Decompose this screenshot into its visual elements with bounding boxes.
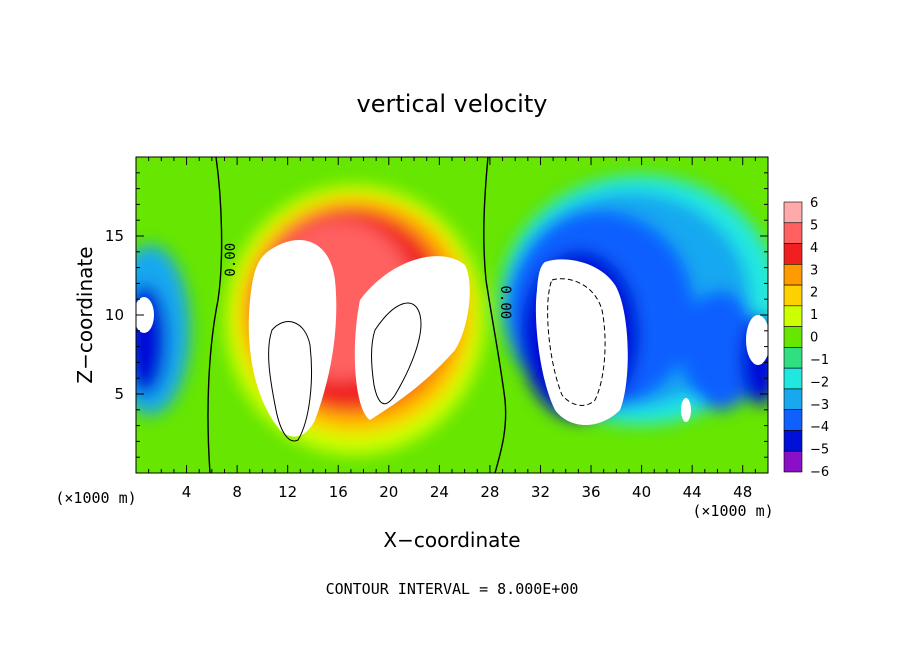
x-tick-label: 32 — [531, 483, 550, 501]
colorbar-label: 2 — [810, 286, 818, 301]
colorbar-label: −3 — [810, 398, 829, 413]
colorbar-swatch — [783, 326, 803, 348]
x-tick-label: 4 — [182, 483, 192, 501]
x-unit-right: (×1000 m) — [692, 502, 773, 520]
colorbar-label: 4 — [810, 241, 818, 256]
colorbar-swatch — [783, 409, 803, 431]
colorbar-label: 3 — [810, 263, 818, 278]
colorbar-swatch — [783, 305, 803, 327]
contour-interval-footer: CONTOUR INTERVAL = 8.000E+00 — [326, 580, 579, 598]
colorbar-swatch — [783, 201, 803, 224]
colorbar-label: 5 — [810, 218, 818, 233]
y-tick-label: 5 — [114, 385, 124, 403]
y-axis-label: Z−coordinate — [73, 246, 97, 383]
x-tick-label: 48 — [733, 483, 752, 501]
x-axis-label: X−coordinate — [383, 528, 520, 552]
x-tick-label: 24 — [430, 483, 449, 501]
colorbar: 6 5 4 3 2 1 0 −1 −2 −3 −4 −5 −6 — [783, 196, 829, 480]
colorbar-swatch — [783, 430, 803, 452]
x-tick-label: 28 — [480, 483, 499, 501]
colorbar-swatch — [783, 388, 803, 410]
colorbar-label: 6 — [810, 196, 818, 211]
colorbar-swatch — [783, 347, 803, 369]
contour-label: 0.00 — [497, 286, 513, 320]
x-tick-label: 40 — [632, 483, 651, 501]
x-tick-label: 16 — [329, 483, 348, 501]
colorbar-swatch — [783, 450, 803, 473]
plot-area — [136, 157, 768, 473]
colorbar-label: −5 — [810, 443, 829, 458]
x-tick-label: 36 — [581, 483, 600, 501]
colorbar-swatch — [783, 367, 803, 390]
y-tick-label: 15 — [105, 227, 124, 245]
chart-title: vertical velocity — [357, 90, 548, 118]
colorbar-label: −1 — [810, 353, 829, 368]
x-tick-label: 20 — [379, 483, 398, 501]
colorbar-label: −4 — [810, 420, 829, 435]
x-tick-label: 8 — [232, 483, 242, 501]
x-tick-label: 12 — [278, 483, 297, 501]
x-tick-label: 44 — [683, 483, 702, 501]
colorbar-swatch — [783, 222, 803, 244]
colorbar-swatch — [783, 264, 803, 286]
colorbar-label: −6 — [810, 465, 829, 480]
contour-label: 0.00 — [223, 243, 239, 277]
colorbar-label: 0 — [810, 331, 818, 346]
x-unit-left: (×1000 m) — [55, 489, 136, 507]
colorbar-label: −2 — [810, 375, 829, 390]
colorbar-label: 1 — [810, 308, 818, 323]
y-tick-label: 10 — [105, 306, 124, 324]
colorbar-swatch — [783, 243, 803, 265]
colorbar-swatch — [783, 284, 803, 307]
